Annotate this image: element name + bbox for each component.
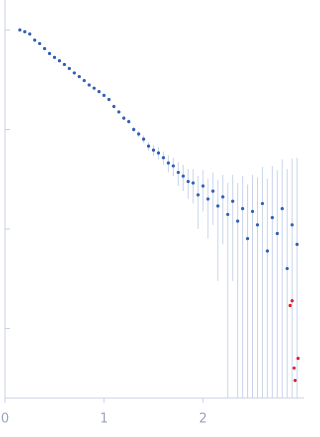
data-point: [18, 28, 22, 32]
data-point: [77, 74, 81, 79]
data-point: [28, 32, 32, 36]
data-point: [293, 378, 297, 383]
data-point: [236, 219, 240, 223]
data-point: [33, 38, 37, 42]
x-tick-label: 0: [1, 412, 9, 427]
data-point: [290, 223, 294, 227]
data-point: [292, 366, 296, 370]
chart: 0 1 2: [1, 0, 304, 427]
data-point: [112, 104, 116, 109]
data-point: [186, 179, 190, 184]
data-point: [181, 174, 185, 178]
data-point: [290, 299, 294, 303]
data-point: [23, 30, 27, 34]
data-point: [107, 97, 111, 102]
data-point: [191, 181, 195, 185]
data-point: [67, 66, 71, 71]
data-point: [82, 78, 86, 83]
data-point: [117, 110, 121, 114]
data-point: [156, 151, 161, 155]
data-point: [47, 51, 52, 56]
x-tick-label: 2: [199, 412, 207, 427]
data-point: [137, 132, 141, 136]
data-point: [250, 209, 255, 214]
data-point: [280, 207, 284, 211]
data-point: [92, 86, 96, 90]
data-point: [288, 303, 292, 308]
data-point: [52, 55, 57, 59]
data-point: [132, 127, 136, 132]
data-point: [72, 71, 76, 75]
data-point: [295, 242, 299, 246]
data-point: [38, 41, 42, 46]
data-point: [211, 189, 215, 193]
data-point: [245, 236, 250, 241]
data-point: [255, 223, 260, 227]
data-point: [122, 116, 126, 120]
data-point: [87, 83, 91, 87]
data-point: [171, 164, 175, 168]
data-point: [296, 356, 300, 361]
data-point: [151, 148, 156, 152]
data-point: [176, 170, 180, 175]
data-point: [216, 204, 220, 208]
x-tick-label: 1: [100, 412, 108, 427]
data-point: [201, 184, 205, 188]
data-point: [285, 266, 289, 271]
data-point: [142, 137, 146, 141]
data-point: [260, 201, 265, 206]
data-point: [127, 119, 131, 124]
data-point: [43, 46, 47, 51]
data-point: [57, 59, 62, 63]
data-point: [221, 195, 225, 199]
data-point: [62, 62, 67, 67]
data-point: [102, 93, 106, 97]
data-point: [196, 193, 200, 197]
data-point: [241, 207, 245, 211]
data-point: [226, 212, 230, 217]
data-point: [166, 161, 170, 165]
data-point: [97, 90, 101, 94]
data-point: [231, 199, 235, 203]
data-point: [265, 249, 269, 253]
data-point: [270, 216, 274, 220]
data-point: [146, 144, 151, 148]
data-point: [206, 197, 210, 201]
data-point: [275, 231, 279, 236]
data-point: [161, 156, 166, 160]
